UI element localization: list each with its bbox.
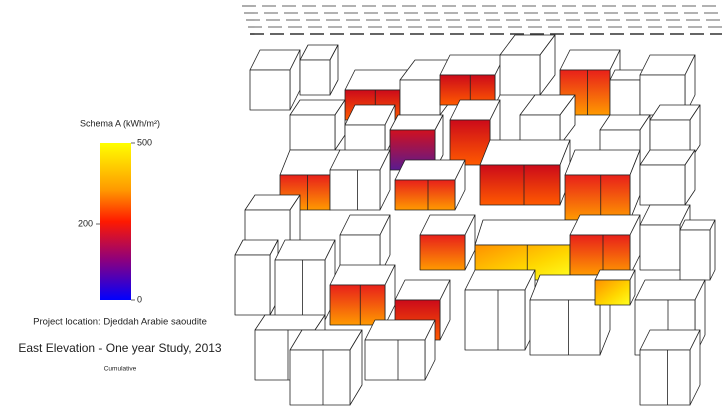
facade bbox=[329, 284, 386, 326]
facade bbox=[679, 229, 711, 281]
roof bbox=[329, 264, 396, 286]
roof bbox=[464, 269, 536, 291]
building bbox=[464, 269, 536, 351]
building bbox=[289, 99, 346, 151]
facade bbox=[399, 79, 441, 116]
roof bbox=[639, 329, 701, 351]
building bbox=[679, 219, 716, 281]
facade bbox=[499, 54, 541, 96]
city-model bbox=[234, 34, 716, 406]
location: Project location: Djeddah Arabie saoudit… bbox=[33, 317, 207, 328]
building bbox=[289, 329, 363, 406]
building bbox=[564, 149, 641, 221]
facade bbox=[479, 164, 561, 206]
roof bbox=[329, 149, 391, 171]
building bbox=[479, 139, 571, 206]
tick-label: 500 bbox=[137, 137, 152, 147]
building bbox=[299, 44, 339, 96]
facade bbox=[289, 349, 351, 406]
facade bbox=[639, 349, 691, 406]
building bbox=[329, 149, 391, 211]
facade bbox=[249, 69, 291, 111]
building bbox=[639, 329, 701, 406]
building bbox=[249, 49, 301, 111]
facade bbox=[234, 254, 271, 316]
building bbox=[519, 94, 576, 146]
facade bbox=[299, 59, 331, 96]
color-bar bbox=[100, 143, 131, 300]
facade bbox=[329, 169, 381, 211]
roof bbox=[254, 314, 326, 331]
roof bbox=[394, 159, 466, 181]
building bbox=[329, 264, 396, 326]
roof bbox=[474, 219, 579, 246]
building bbox=[529, 274, 611, 356]
facade bbox=[529, 299, 601, 356]
building bbox=[344, 104, 396, 156]
roof bbox=[679, 219, 716, 231]
facade bbox=[419, 234, 466, 271]
roof bbox=[289, 329, 363, 351]
roof bbox=[594, 269, 636, 281]
roof bbox=[559, 49, 621, 71]
building bbox=[419, 214, 476, 271]
facade bbox=[394, 179, 456, 211]
facade bbox=[639, 164, 686, 206]
building bbox=[639, 149, 696, 206]
building bbox=[499, 34, 556, 96]
roof bbox=[479, 139, 571, 166]
side-wall bbox=[709, 219, 716, 281]
roof bbox=[389, 114, 444, 131]
tick-label: 200 bbox=[78, 218, 93, 228]
building bbox=[394, 159, 466, 211]
roof bbox=[569, 214, 641, 236]
building bbox=[274, 239, 336, 321]
tick-label: 0 bbox=[137, 294, 142, 304]
facade bbox=[564, 174, 631, 221]
facade bbox=[569, 234, 631, 276]
facade bbox=[289, 114, 336, 151]
facade bbox=[639, 224, 681, 271]
facade bbox=[364, 339, 426, 381]
building bbox=[634, 279, 706, 356]
building bbox=[569, 214, 641, 276]
building bbox=[439, 54, 506, 106]
facade bbox=[464, 289, 526, 351]
roof bbox=[564, 149, 641, 176]
mode: Cumulative bbox=[104, 366, 137, 373]
legend-title: Schema A (kWh/m²) bbox=[80, 118, 160, 128]
roof bbox=[274, 239, 336, 261]
dashed-lines bbox=[242, 5, 722, 35]
facade bbox=[609, 79, 641, 121]
building bbox=[594, 269, 636, 306]
building bbox=[234, 239, 279, 316]
facade bbox=[594, 279, 631, 306]
roof bbox=[364, 319, 436, 341]
study: East Elevation - One year Study, 2013 bbox=[18, 341, 222, 355]
roof bbox=[439, 54, 506, 76]
building bbox=[364, 319, 436, 381]
facade bbox=[274, 259, 326, 321]
roof bbox=[634, 279, 706, 301]
